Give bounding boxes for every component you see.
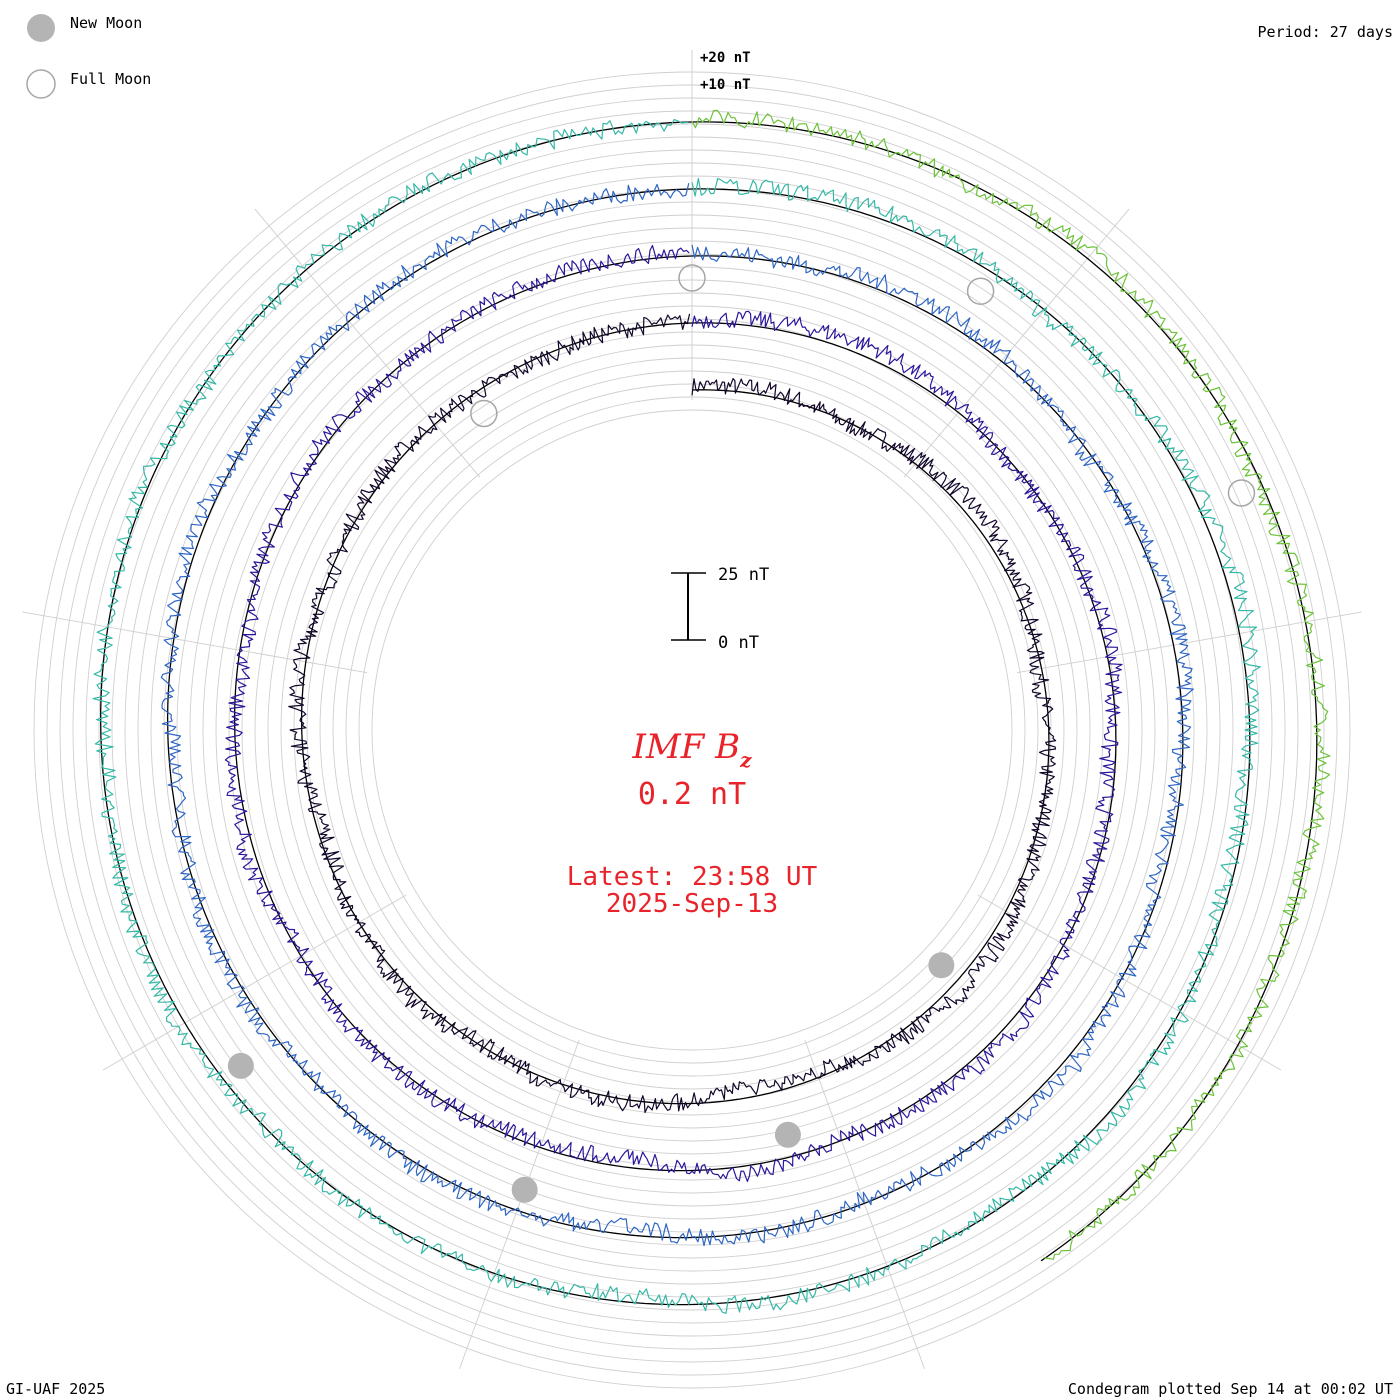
current-value: 0.2 nT	[638, 777, 746, 812]
scale-bar: 25 nT 0 nT	[671, 565, 769, 653]
series-trace	[691, 109, 1331, 1260]
series-trace	[224, 244, 1123, 1182]
legend: New Moon Full Moon	[26, 14, 151, 99]
ring-scale-plus20: +20 nT	[700, 50, 751, 66]
full-moon-marker	[1227, 479, 1256, 507]
new-moon-marker	[774, 1121, 801, 1148]
grid-spoke	[1016, 611, 1362, 674]
scale-bar-bottom-label: 0 nT	[718, 633, 759, 653]
period-label: Period: 27 days	[1258, 23, 1393, 41]
legend-full-moon: Full Moon	[70, 70, 151, 88]
full-moon-icon	[26, 69, 56, 99]
moon-markers	[227, 264, 1256, 1203]
series-trace	[92, 118, 1261, 1314]
grid-spoke	[22, 611, 368, 674]
series-trace	[288, 313, 1057, 1114]
grid-ring	[371, 409, 1013, 1051]
latest-time: Latest: 23:58 UT	[567, 862, 818, 892]
ring-scale-plus10: +10 nT	[700, 77, 751, 93]
spiral-baseline	[100, 121, 1318, 1306]
new-moon-marker	[227, 1052, 254, 1079]
grid-spoke	[977, 894, 1282, 1071]
quantity-title: IMF Bz	[632, 727, 753, 772]
grid-spoke	[102, 894, 407, 1071]
series-trace	[160, 183, 1194, 1247]
grid	[22, 50, 1362, 1389]
grid-spoke	[459, 1039, 580, 1370]
grid-spoke	[903, 208, 1130, 478]
new-moon-marker	[511, 1176, 538, 1203]
footer-plot-time: Condegram plotted Sep 14 at 00:02 UT	[1068, 1380, 1393, 1398]
grid-spoke	[254, 208, 481, 478]
grid-spoke	[804, 1039, 925, 1370]
full-moon-marker	[966, 277, 995, 305]
new-moon-marker	[928, 952, 955, 979]
latest-date: 2025-Sep-13	[606, 889, 778, 919]
legend-new-moon: New Moon	[70, 14, 142, 32]
new-moon-icon	[27, 14, 55, 42]
full-moon-marker	[470, 399, 498, 428]
scale-bar-top-label: 25 nT	[718, 565, 769, 585]
footer-credit: GI-UAF 2025	[6, 1380, 105, 1398]
center-readout: IMF Bz 0.2 nT Latest: 23:58 UT 2025-Sep-…	[567, 727, 818, 919]
full-moon-marker	[678, 264, 706, 292]
data-traces	[92, 109, 1331, 1314]
